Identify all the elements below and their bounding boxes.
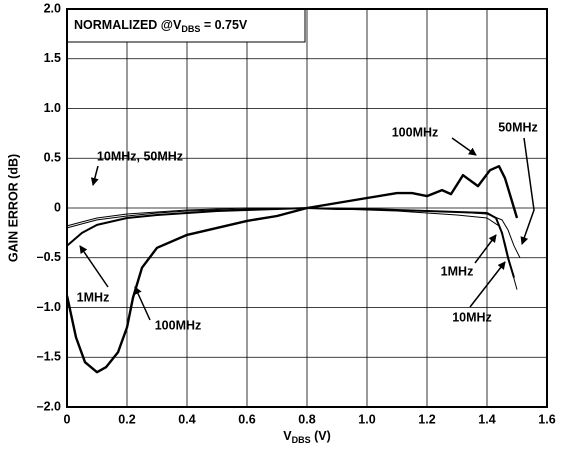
annotation-label: 10MHz bbox=[452, 310, 492, 324]
annotation-arrow bbox=[474, 234, 497, 264]
x-tick-label: 0.8 bbox=[298, 412, 315, 426]
annotation: NORMALIZED @VDBS = 0.75V bbox=[74, 18, 248, 34]
annotation-main: NORMALIZED @V bbox=[74, 18, 182, 32]
x-tick-label: 0.4 bbox=[178, 412, 195, 426]
annotation-label: 100MHz bbox=[392, 125, 439, 139]
x-tick-label: 0 bbox=[64, 412, 71, 426]
plot-frame bbox=[66, 8, 548, 408]
y-tick-label: –1.0 bbox=[37, 300, 61, 314]
y-tick-label: 0 bbox=[54, 200, 61, 214]
annotation-arrow bbox=[90, 165, 99, 186]
x-axis-label: VDBS (V) bbox=[283, 429, 331, 445]
x-label-sub: DBS bbox=[292, 435, 311, 445]
x-tick-label: 1.6 bbox=[538, 412, 555, 426]
x-tick-label: 0.6 bbox=[238, 412, 255, 426]
x-tick-label: 0.2 bbox=[118, 412, 135, 426]
annotation-label: 100MHz bbox=[155, 318, 202, 332]
annotation-arrow bbox=[134, 286, 151, 321]
y-tick-label: 2.0 bbox=[44, 1, 61, 15]
y-tick-label: 0.5 bbox=[44, 151, 61, 165]
x-label-main: V bbox=[283, 429, 292, 443]
y-tick-label: –1.5 bbox=[37, 350, 61, 364]
annotation-arrow bbox=[79, 245, 109, 288]
annotation-arrow bbox=[469, 261, 506, 308]
x-tick-label: 1.4 bbox=[478, 412, 495, 426]
x-tick-label: 1.0 bbox=[358, 412, 375, 426]
y-axis-label: GAIN ERROR (dB) bbox=[6, 154, 20, 262]
data-line bbox=[65, 165, 519, 374]
annotation-label: 10MHz, 50MHz bbox=[97, 149, 183, 163]
annotation-label: 50MHz bbox=[498, 120, 538, 134]
annotation-rest: = 0.75V bbox=[200, 18, 248, 32]
annotation-arrow bbox=[451, 137, 477, 156]
data-line bbox=[66, 207, 521, 259]
y-tick-label: –0.5 bbox=[37, 250, 61, 264]
annotation-sub: DBS bbox=[181, 24, 200, 34]
annotation-arrow bbox=[520, 137, 535, 245]
y-tick-label: –2.0 bbox=[37, 399, 61, 413]
annotation-label: 1MHz bbox=[77, 290, 110, 304]
y-tick-label: 1.0 bbox=[44, 101, 61, 115]
x-label-rest: (V) bbox=[311, 429, 331, 443]
annotation-label: 1MHz bbox=[441, 264, 474, 278]
y-tick-label: 1.5 bbox=[44, 51, 61, 65]
x-tick-label: 1.2 bbox=[418, 412, 435, 426]
